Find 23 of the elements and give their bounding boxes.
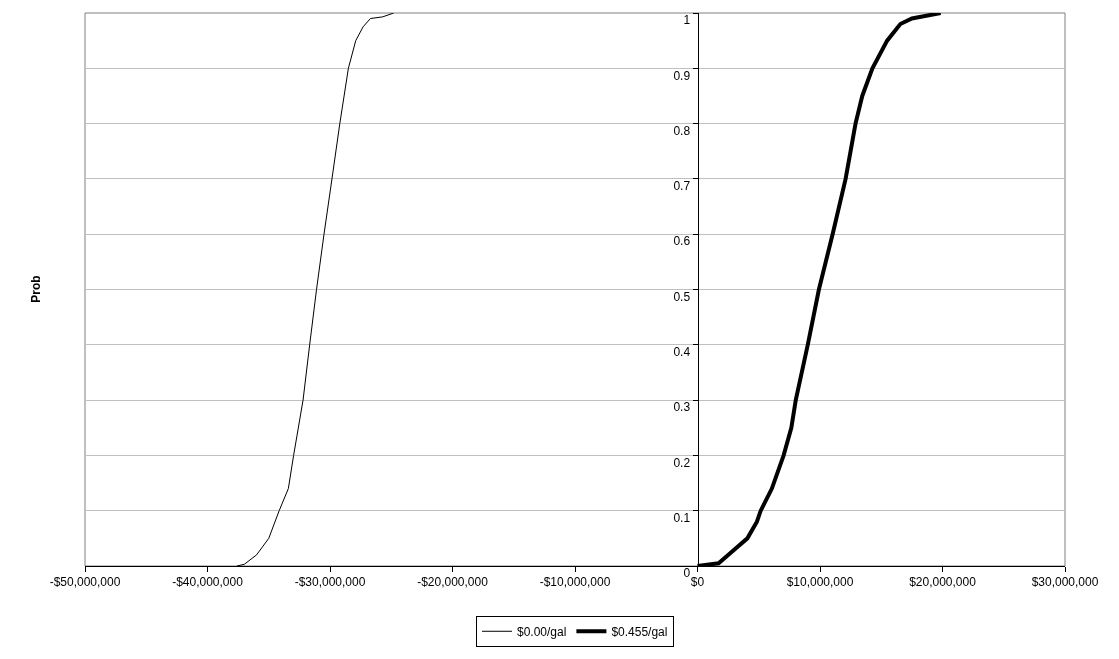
x-tick-label: $30,000,000	[1031, 575, 1099, 590]
y-tick-label: 0.3	[673, 400, 691, 415]
x-tick-label: -$50,000,000	[49, 575, 121, 590]
x-tick-label: $0	[690, 575, 705, 590]
x-tick-label: -$40,000,000	[172, 575, 244, 590]
y-tick-label: 1	[683, 13, 691, 28]
y-tick-label: 0.4	[673, 345, 691, 359]
x-tick-label: -$30,000,000	[294, 575, 366, 590]
legend-label: $0.455/gal	[611, 624, 668, 639]
y-axis-title: Prob	[28, 275, 43, 303]
legend-label: $0.00/gal	[517, 624, 567, 639]
x-tick-label: $10,000,000	[786, 575, 854, 590]
y-tick-label: 0	[683, 566, 691, 581]
y-tick-label: 0.6	[673, 234, 691, 249]
x-tick-label: -$20,000,000	[417, 575, 489, 590]
y-tick-label: 0.5	[673, 289, 691, 304]
y-tick-label: 0.7	[673, 179, 691, 194]
x-tick-label: -$10,000,000	[539, 575, 611, 590]
y-tick-label: 0.2	[673, 455, 691, 470]
y-tick-label: 0.8	[673, 123, 691, 138]
y-tick-label: 0.9	[673, 68, 691, 83]
x-tick-label: $20,000,000	[909, 575, 977, 590]
y-tick-label: 0.1	[673, 510, 691, 525]
